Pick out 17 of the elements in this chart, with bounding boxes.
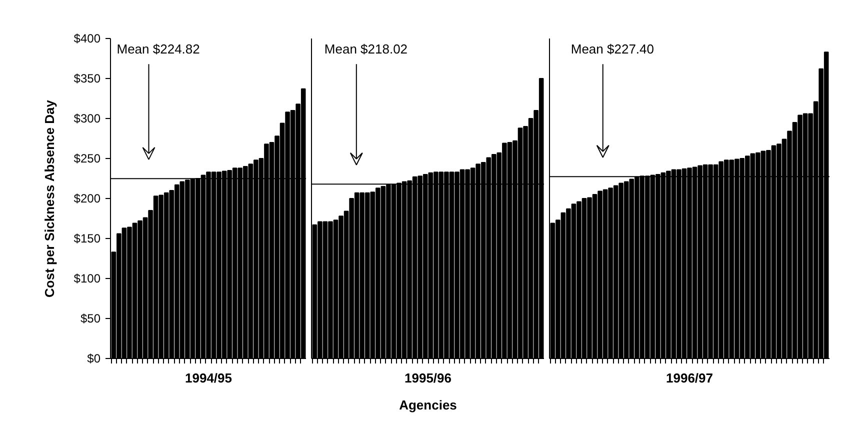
ref-line-label: Mean $218.02	[324, 42, 408, 57]
y-tick-label: $100	[74, 272, 101, 286]
y-axis-title: Cost per Sickness Absence Day	[42, 99, 57, 298]
x-axis-title: 1994/95	[185, 370, 232, 386]
x-axis-title: 1996/97	[666, 370, 714, 386]
ref-line-label: Mean $224.82	[116, 42, 200, 57]
ref-line-label: Mean $227.40	[570, 42, 654, 57]
y-tick-label: $200	[74, 192, 101, 206]
y-tick-label: $400	[74, 32, 101, 46]
y-tick-label: $250	[74, 152, 101, 166]
y-tick-label: $150	[74, 232, 101, 246]
y-tick-label: $300	[74, 112, 101, 126]
y-tick-label: $50	[80, 312, 101, 326]
x-axis-title: 1995/96	[404, 370, 452, 386]
y-tick-label: $0	[87, 352, 101, 366]
text: Agencies	[399, 398, 457, 412]
y-tick-label: $350	[74, 72, 101, 86]
